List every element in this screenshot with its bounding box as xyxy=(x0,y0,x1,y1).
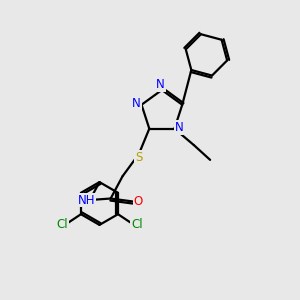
Text: N: N xyxy=(156,78,165,92)
Text: Cl: Cl xyxy=(56,218,68,230)
Text: S: S xyxy=(135,151,142,164)
Text: Cl: Cl xyxy=(131,218,143,230)
Text: N: N xyxy=(175,121,184,134)
Text: NH: NH xyxy=(77,194,95,206)
Text: O: O xyxy=(134,195,143,208)
Text: N: N xyxy=(132,97,141,110)
